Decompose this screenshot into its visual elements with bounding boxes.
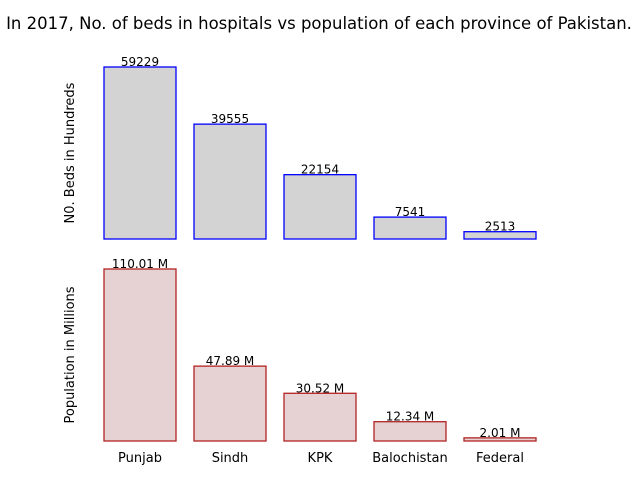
population-data-label-kpk: 30.52 M <box>296 381 345 395</box>
beds-data-label-kpk: 22154 <box>301 163 339 177</box>
beds-data-label-punjab: 59229 <box>121 55 159 69</box>
population-data-label-balochistan: 12.34 M <box>386 410 435 424</box>
x-axis-tick-labels: Punjab Sindh KPK Balochistan Federal <box>118 451 524 466</box>
beds-bar-balochistan <box>373 216 447 240</box>
beds-bar-punjab <box>103 66 177 240</box>
population-bar-kpk <box>283 392 357 442</box>
population-bar-punjab <box>103 268 177 442</box>
x-tick-balochistan: Balochistan <box>372 451 448 466</box>
population-bar-sindh <box>193 365 267 442</box>
x-tick-punjab: Punjab <box>118 451 162 466</box>
chart-title: In 2017, No. of beds in hospitals vs pop… <box>6 14 632 33</box>
population-bar-federal <box>463 437 537 442</box>
population-data-label-sindh: 47.89 M <box>206 354 255 368</box>
population-data-label-federal: 2.01 M <box>480 426 521 440</box>
beds-data-label-federal: 2513 <box>485 220 516 234</box>
beds-bar-federal <box>463 231 537 240</box>
beds-bar-sindh <box>193 123 267 240</box>
x-tick-sindh: Sindh <box>212 451 249 466</box>
beds-panel: N0. Beds in Hundreds 59229 39555 22154 7541 2… <box>63 55 537 240</box>
population-data-label-punjab: 110.01 M <box>112 257 168 271</box>
population-panel: Population in Millions 110.01 M 47.89 M 30.… <box>63 257 537 442</box>
beds-data-label-sindh: 39555 <box>211 112 249 126</box>
population-bar-balochistan <box>373 421 447 442</box>
population-y-axis-label: Population in Millions <box>63 286 78 423</box>
beds-data-label-balochistan: 7541 <box>395 205 426 219</box>
x-tick-federal: Federal <box>476 451 524 466</box>
beds-bar-kpk <box>283 174 357 240</box>
x-tick-kpk: KPK <box>308 451 333 466</box>
beds-y-axis-label: N0. Beds in Hundreds <box>63 82 78 223</box>
